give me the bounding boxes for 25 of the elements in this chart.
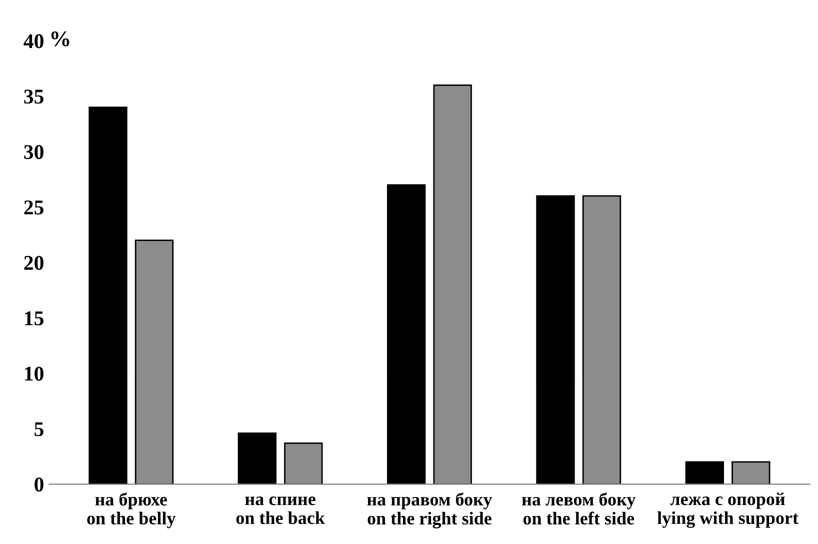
x-tick-label: на спине on the back [236, 496, 325, 524]
bar [732, 461, 770, 484]
x-tick-label: лежа с опорой lying with support [657, 492, 798, 528]
y-axis-title: % [51, 31, 70, 46]
y-tick-label: 20 [24, 256, 44, 270]
y-tick-label: 10 [25, 366, 44, 381]
bar [88, 106, 128, 484]
bar [433, 84, 472, 484]
y-tick-label: 25 [24, 200, 44, 214]
bar [284, 442, 323, 484]
y-tick-label: 5 [34, 422, 44, 436]
x-tick-label: на правом боку on the right side [367, 492, 492, 528]
x-tick-label: на левом боку on the left side [522, 492, 636, 525]
y-tick-label: 0 [34, 478, 44, 492]
bar [238, 432, 277, 484]
y-tick-label: 30 [24, 145, 44, 160]
y-tick-label: 15 [25, 311, 44, 326]
y-tick-label: 35 [24, 90, 44, 104]
bar [582, 195, 622, 484]
bar [134, 240, 174, 484]
bar [386, 184, 426, 484]
x-tick-label: на брюхе on the belly [87, 492, 176, 528]
y-tick-label: 40 [24, 34, 44, 48]
bar [536, 195, 575, 484]
bar [685, 461, 724, 484]
